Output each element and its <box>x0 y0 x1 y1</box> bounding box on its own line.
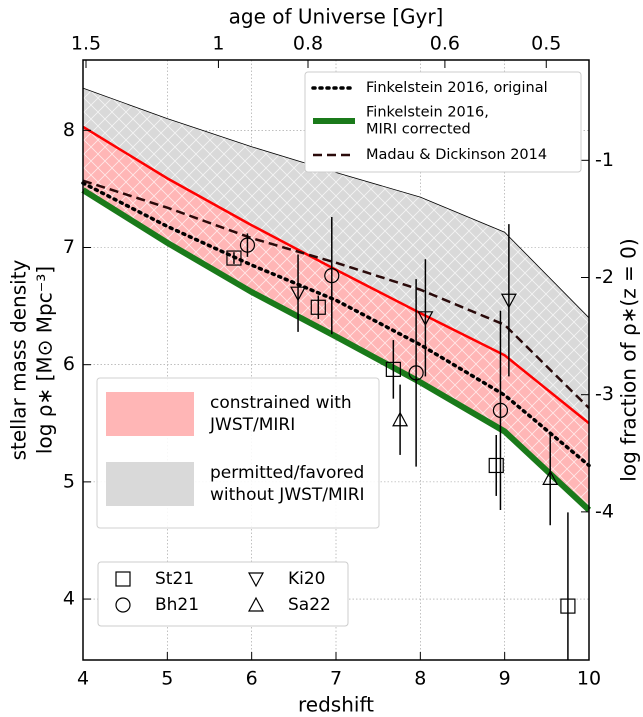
x-tick-label: 5 <box>161 668 173 690</box>
marker <box>542 470 559 485</box>
marker <box>247 572 265 588</box>
marker <box>417 311 434 327</box>
x-tick-label: 9 <box>499 668 511 690</box>
marker <box>408 365 424 381</box>
y2-tick-label: -1 <box>595 149 614 171</box>
line <box>82 179 590 409</box>
x2-tick-label: 1 <box>212 33 224 55</box>
line <box>81 181 591 468</box>
legend-label: constrained with <box>210 393 352 413</box>
x-tick-label: 10 <box>577 668 601 690</box>
marker <box>392 411 409 427</box>
legend-swatch <box>106 462 194 506</box>
marker <box>310 299 326 315</box>
x-axis-label: redshift <box>298 693 374 717</box>
legend-label: Bh21 <box>155 595 199 615</box>
x2-tick-label: 0.5 <box>531 33 561 55</box>
marker <box>115 571 131 587</box>
y-tick-label: 6 <box>63 353 75 375</box>
legend <box>97 561 349 627</box>
marker <box>226 250 242 266</box>
legend-label: permitted/favored <box>210 463 364 483</box>
marker <box>492 402 509 418</box>
x-tick-label: 4 <box>77 668 89 690</box>
legend-label: Madau & Dickinson 2014 <box>366 147 547 163</box>
marker <box>385 361 401 377</box>
x2-tick-label: 0.8 <box>293 33 323 55</box>
legend-label: Finkelstein 2016, <box>366 105 489 121</box>
y-tick-label: 8 <box>63 119 75 141</box>
x2-tick-label: 0.6 <box>430 33 460 55</box>
marker <box>115 597 131 613</box>
marker <box>290 286 307 302</box>
y-axis-label: stellar mass density <box>7 259 31 460</box>
marker <box>500 293 517 309</box>
y-tick-label: 4 <box>63 588 75 610</box>
legend-label: without JWST/MIRI <box>210 485 365 505</box>
x-tick-label: 7 <box>330 668 342 690</box>
y2-tick-label: -2 <box>595 266 614 288</box>
y2-axis-label: log fraction of ρ∗(z = 0) <box>617 238 641 481</box>
y-tick-label: 5 <box>63 470 75 492</box>
legend-label: Finkelstein 2016, original <box>366 80 548 96</box>
y2-tick-label: -4 <box>595 500 614 522</box>
legend-label: Sa22 <box>288 595 331 615</box>
x2-tick-label: 1.5 <box>71 33 101 55</box>
line <box>81 187 592 513</box>
x-tick-label: 8 <box>414 668 426 690</box>
y-tick-label: 7 <box>63 236 75 258</box>
marker <box>560 598 576 614</box>
legend-swatch <box>106 392 194 436</box>
marker <box>247 596 265 612</box>
x2-axis-label: age of Universe [Gyr] <box>229 5 444 29</box>
legend-label: JWST/MIRI <box>209 415 295 435</box>
legend <box>304 71 582 173</box>
marker <box>239 237 256 253</box>
marker <box>324 268 340 284</box>
x-tick-label: 6 <box>246 668 258 690</box>
y-axis-label: log ρ∗ [M⊙ Mpc⁻³] <box>33 266 57 454</box>
marker <box>488 457 504 474</box>
legend-label: Ki20 <box>288 569 326 589</box>
y2-tick-label: -3 <box>595 383 614 405</box>
legend-label: MIRI corrected <box>366 122 471 138</box>
legend-label: St21 <box>155 569 194 589</box>
